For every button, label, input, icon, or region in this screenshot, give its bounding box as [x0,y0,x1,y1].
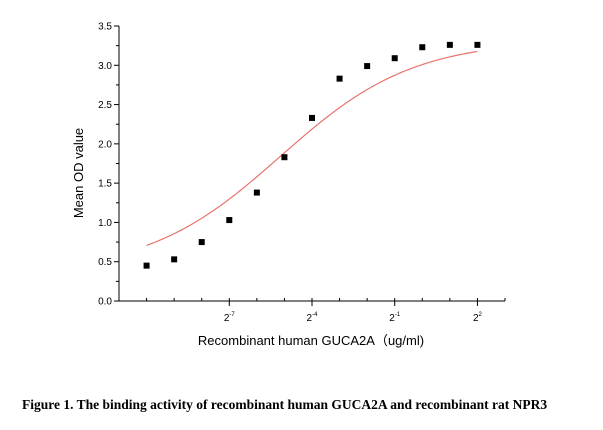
y-tick-label: 0.0 [98,297,112,308]
data-point [226,217,233,224]
data-point [391,55,398,62]
data-point [281,154,288,161]
y-tick-label: 3.5 [98,22,112,33]
x-tick-base: 2 [389,313,395,324]
x-tick-exponent: -1 [395,312,401,318]
y-tick-label: 1.5 [98,179,112,190]
figure-caption: Figure 1. The binding activity of recomb… [22,397,548,412]
x-tick-base: 2 [224,313,230,324]
x-axis-title: Recombinant human GUCA2A（ug/ml) [198,333,424,348]
x-tick-base: 2 [473,313,479,324]
data-point [253,189,260,196]
data-point [336,75,343,82]
data-point [143,262,150,269]
data-point [171,256,178,263]
x-tick-label: 2-7 [224,312,236,324]
data-point [364,63,371,70]
data-point [446,41,453,48]
y-tick-label: 3.0 [98,61,112,72]
y-tick-label: 0.5 [98,257,112,268]
data-point [474,41,481,48]
y-tick-label: 2.0 [98,139,112,150]
x-tick-exponent: -7 [229,312,235,318]
fit-curve [146,50,478,246]
x-tick-label: 22 [473,312,483,324]
x-tick-base: 2 [307,313,313,324]
x-tick-label: 2-4 [307,312,319,324]
data-point [309,114,315,121]
data-point [198,239,205,246]
data-point [419,44,426,51]
x-tick-label: 2-1 [389,312,401,324]
y-tick-label: 1.0 [98,218,112,229]
x-tick-exponent: -4 [312,312,318,318]
y-tick-label: 2.5 [98,100,112,111]
y-axis-title: Mean OD value [71,128,86,218]
x-tick-exponent: 2 [479,312,483,318]
